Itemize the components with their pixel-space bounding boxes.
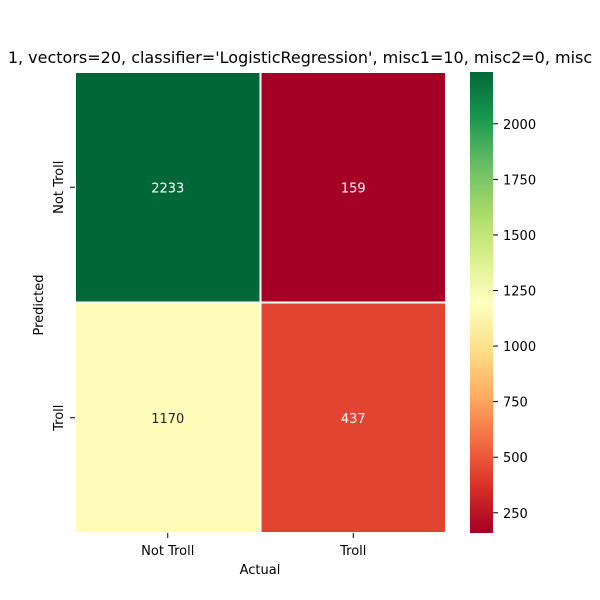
heatmap-cell bbox=[259, 71, 447, 304]
x-tick-label: Troll bbox=[339, 544, 366, 559]
y-tick-label: Troll bbox=[52, 405, 67, 432]
x-tick-label: Not Troll bbox=[141, 544, 194, 559]
cell-value-label: 437 bbox=[341, 412, 366, 427]
heatmap-cell-labels: 2233 159 1170 437 bbox=[151, 181, 365, 427]
colorbar-tick-label: 1250 bbox=[503, 284, 536, 299]
x-axis-label: Actual bbox=[240, 563, 281, 578]
y-tick-label: Not Troll bbox=[52, 161, 67, 214]
heatmap-cells bbox=[74, 71, 447, 534]
colorbar-tick-label: 1000 bbox=[503, 340, 536, 355]
heatmap-cell bbox=[74, 301, 262, 534]
colorbar-tick-label: 1750 bbox=[503, 173, 536, 188]
y-axis-ticks: Not Troll Troll bbox=[52, 161, 75, 432]
colorbar bbox=[470, 72, 493, 533]
colorbar-tick-label: 2000 bbox=[503, 118, 536, 133]
colorbar-tick-label: 750 bbox=[503, 396, 528, 411]
colorbar-tick-label: 1500 bbox=[503, 229, 536, 244]
x-axis-ticks: Not Troll Troll bbox=[141, 533, 366, 559]
colorbar-tick-label: 500 bbox=[503, 451, 528, 466]
heatmap-cell bbox=[259, 301, 447, 534]
cell-value-label: 1170 bbox=[151, 412, 184, 427]
chart-title: 1, vectors=20, classifier='LogisticRegre… bbox=[8, 48, 592, 67]
heatmap-cell bbox=[74, 71, 262, 304]
colorbar-ticks: 250 500 750 1000 1250 1500 1750 2000 bbox=[493, 118, 536, 522]
cell-value-label: 159 bbox=[341, 181, 366, 196]
y-axis-label: Predicted bbox=[32, 274, 47, 335]
colorbar-tick-label: 250 bbox=[503, 507, 528, 522]
cell-value-label: 2233 bbox=[151, 181, 184, 196]
